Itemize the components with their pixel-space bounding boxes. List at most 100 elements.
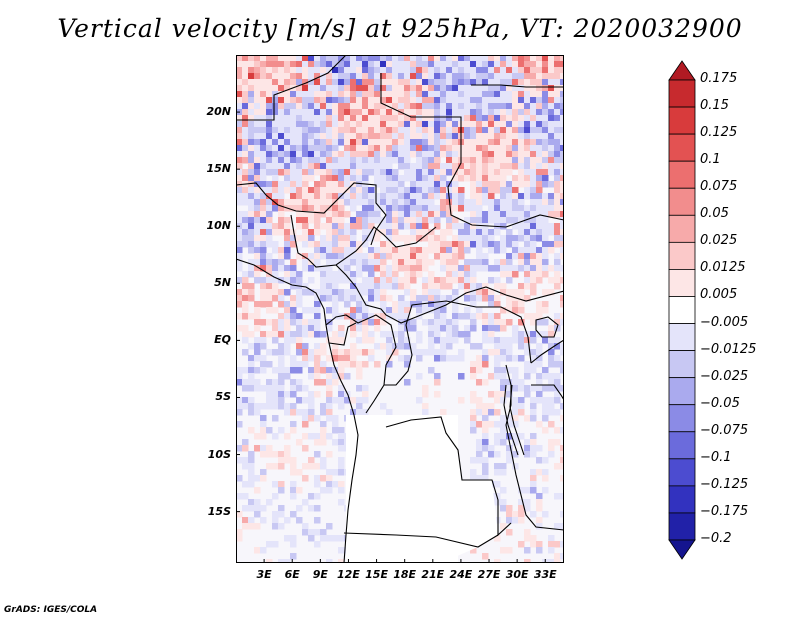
field-cell bbox=[284, 61, 291, 68]
field-cell bbox=[386, 115, 393, 122]
field-cell bbox=[236, 421, 243, 428]
field-cell bbox=[434, 295, 441, 302]
field-cell bbox=[518, 85, 525, 92]
field-cell bbox=[392, 343, 399, 350]
field-cell bbox=[386, 223, 393, 230]
field-cell bbox=[272, 451, 279, 458]
field-cell bbox=[272, 385, 279, 392]
field-cell bbox=[284, 271, 291, 278]
field-cell bbox=[560, 229, 564, 236]
field-cell bbox=[338, 61, 345, 68]
field-cell bbox=[536, 265, 543, 272]
field-cell bbox=[278, 289, 285, 296]
field-cell bbox=[272, 415, 279, 422]
field-cell bbox=[446, 163, 453, 170]
field-cell bbox=[350, 205, 357, 212]
field-cell bbox=[344, 127, 351, 134]
field-cell bbox=[260, 91, 267, 98]
field-cell bbox=[254, 343, 261, 350]
field-cell bbox=[374, 115, 381, 122]
field-cell bbox=[482, 415, 489, 422]
field-cell bbox=[242, 73, 249, 80]
field-cell bbox=[548, 445, 555, 452]
field-cell bbox=[320, 169, 327, 176]
field-cell bbox=[302, 67, 309, 74]
field-cell bbox=[332, 55, 339, 62]
field-cell bbox=[242, 151, 249, 158]
field-cell bbox=[434, 355, 441, 362]
field-cell bbox=[302, 139, 309, 146]
field-cell bbox=[314, 121, 321, 128]
field-cell bbox=[446, 265, 453, 272]
field-cell bbox=[266, 295, 273, 302]
field-cell bbox=[560, 511, 564, 518]
field-cell bbox=[368, 145, 375, 152]
field-cell bbox=[512, 67, 519, 74]
field-cell bbox=[512, 241, 519, 248]
field-cell bbox=[500, 103, 507, 110]
field-cell bbox=[332, 337, 339, 344]
field-cell bbox=[326, 61, 333, 68]
field-cell bbox=[272, 259, 279, 266]
field-cell bbox=[260, 223, 267, 230]
field-cell bbox=[476, 217, 483, 224]
field-cell bbox=[560, 211, 564, 218]
field-cell bbox=[302, 121, 309, 128]
field-cell bbox=[242, 145, 249, 152]
field-cell bbox=[428, 217, 435, 224]
field-cell bbox=[554, 73, 561, 80]
field-cell bbox=[326, 307, 333, 314]
field-cell bbox=[380, 313, 387, 320]
field-cell bbox=[350, 313, 357, 320]
field-cell bbox=[488, 325, 495, 332]
field-cell bbox=[512, 517, 519, 524]
field-cell bbox=[398, 337, 405, 344]
field-cell bbox=[260, 253, 267, 260]
field-cell bbox=[530, 367, 537, 374]
field-cell bbox=[476, 103, 483, 110]
field-cell bbox=[320, 151, 327, 158]
field-cell bbox=[452, 121, 459, 128]
field-cell bbox=[248, 181, 255, 188]
field-cell bbox=[422, 193, 429, 200]
field-cell bbox=[368, 163, 375, 170]
field-cell bbox=[392, 349, 399, 356]
border-sudan-east bbox=[471, 84, 564, 88]
field-cell bbox=[302, 265, 309, 272]
field-cell bbox=[386, 199, 393, 206]
field-cell bbox=[458, 85, 465, 92]
field-cell bbox=[506, 97, 513, 104]
field-cell bbox=[500, 205, 507, 212]
field-cell bbox=[266, 121, 273, 128]
field-cell bbox=[344, 373, 351, 380]
field-cell bbox=[392, 115, 399, 122]
field-cell bbox=[506, 457, 513, 464]
field-cell bbox=[440, 325, 447, 332]
field-cell bbox=[410, 193, 417, 200]
field-cell bbox=[560, 91, 564, 98]
field-cell bbox=[284, 451, 291, 458]
field-cell bbox=[560, 145, 564, 152]
field-cell bbox=[272, 175, 279, 182]
field-cell bbox=[446, 271, 453, 278]
field-cell bbox=[284, 535, 291, 542]
field-cell bbox=[272, 205, 279, 212]
field-cell bbox=[266, 463, 273, 470]
field-cell bbox=[242, 115, 249, 122]
field-cell bbox=[500, 247, 507, 254]
field-cell bbox=[554, 181, 561, 188]
field-cell bbox=[260, 187, 267, 194]
field-cell bbox=[356, 151, 363, 158]
field-cell bbox=[476, 187, 483, 194]
field-cell bbox=[452, 169, 459, 176]
field-cell bbox=[242, 307, 249, 314]
field-cell bbox=[518, 91, 525, 98]
field-cell bbox=[332, 223, 339, 230]
field-cell bbox=[248, 523, 255, 530]
field-cell bbox=[422, 205, 429, 212]
field-cell bbox=[350, 121, 357, 128]
field-cell bbox=[350, 103, 357, 110]
field-cell bbox=[488, 331, 495, 338]
field-cell bbox=[422, 91, 429, 98]
field-cell bbox=[470, 211, 477, 218]
